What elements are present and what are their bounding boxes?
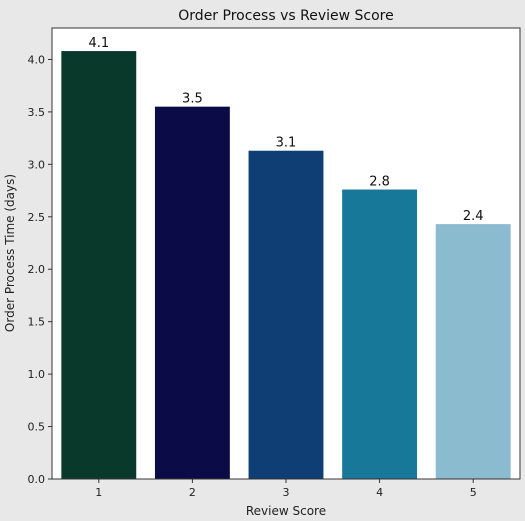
bar-value-label-3: 3.1	[276, 136, 297, 151]
x-tick-label-1: 1	[95, 486, 102, 499]
bar-value-label-5: 2.4	[463, 209, 484, 224]
x-tick-label-5: 5	[470, 486, 477, 499]
bars-group	[61, 51, 511, 480]
y-tick-label-2.0: 2.0	[28, 263, 46, 276]
bar-5	[435, 224, 511, 479]
y-tick-label-3.0: 3.0	[28, 158, 46, 171]
bar-value-label-4: 2.8	[369, 175, 390, 190]
x-tick-label-2: 2	[189, 486, 196, 499]
y-tick-label-2.5: 2.5	[28, 211, 46, 224]
x-axis: 1 2 3 4 5	[95, 479, 477, 499]
bar-3	[248, 150, 324, 479]
x-axis-title: Review Score	[246, 504, 326, 518]
x-tick-label-3: 3	[283, 486, 290, 499]
bar-labels-group: 4.1 3.5 3.1 2.8 2.4	[88, 36, 483, 224]
y-tick-label-0.5: 0.5	[28, 421, 46, 434]
chart-title: Order Process vs Review Score	[178, 8, 393, 24]
y-tick-label-1.5: 1.5	[28, 316, 46, 329]
bar-2	[154, 106, 230, 480]
bar-1	[61, 51, 137, 480]
plot-frame	[51, 27, 521, 480]
y-tick-label-1.0: 1.0	[28, 368, 46, 381]
bar-value-label-2: 3.5	[182, 92, 203, 107]
bar-value-label-1: 4.1	[88, 36, 109, 51]
y-axis: 0.0 0.5 1.0 1.5 2.0 2.5 3.0 3.5 4.0	[28, 53, 52, 486]
x-tick-label-4: 4	[376, 486, 383, 499]
y-tick-label-0.0: 0.0	[28, 473, 46, 486]
bar-4	[342, 189, 418, 479]
y-axis-title: Order Process Time (days)	[3, 174, 17, 332]
y-tick-label-3.5: 3.5	[28, 106, 46, 119]
y-tick-label-4.0: 4.0	[28, 53, 46, 66]
